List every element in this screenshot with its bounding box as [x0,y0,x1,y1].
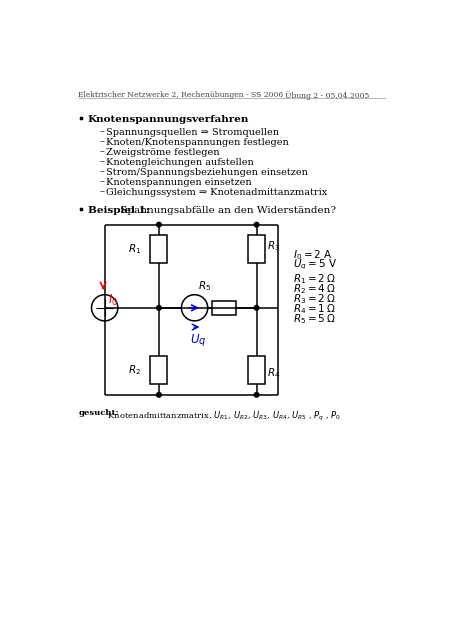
Text: –: – [99,178,104,187]
Text: $R_5$: $R_5$ [198,280,211,293]
Text: –: – [99,127,104,136]
Text: $R_2$: $R_2$ [128,364,141,377]
Text: Elektrischer Netzwerke 2, Rechenübungen - SS 2006: Elektrischer Netzwerke 2, Rechenübungen … [78,91,284,99]
Text: –: – [99,168,104,177]
Text: Übung 2 - 05.04.2005: Übung 2 - 05.04.2005 [285,91,370,100]
Text: $R_3 = 2\,\Omega$: $R_3 = 2\,\Omega$ [293,292,336,306]
Bar [150,236,168,263]
Text: $R_5 = 5\,\Omega$: $R_5 = 5\,\Omega$ [293,312,336,326]
Circle shape [254,392,259,397]
Text: $q$: $q$ [198,336,206,348]
Text: –: – [99,148,104,157]
Text: $R_1$: $R_1$ [128,243,141,256]
Text: $I_0 = 2\ \mathrm{A}$: $I_0 = 2\ \mathrm{A}$ [293,248,333,262]
Text: Knotenspannungen einsetzen: Knotenspannungen einsetzen [106,178,252,187]
Text: $R_2 = 4\,\Omega$: $R_2 = 4\,\Omega$ [293,282,336,296]
Text: Knotenadmittanzmatrix, $U_{R1}$, $U_{R2}$, $U_{R3}$, $U_{R4}$, $U_{R5}$ , $P_q$ : Knotenadmittanzmatrix, $U_{R1}$, $U_{R2}… [106,410,342,422]
Text: Gleichungssystem ⇒ Knotenadmittanzmatrix: Gleichungssystem ⇒ Knotenadmittanzmatrix [106,188,328,196]
Circle shape [157,305,161,310]
Text: $I_0$: $I_0$ [108,293,118,308]
Text: Spannungsabfälle an den Widerständen?: Spannungsabfälle an den Widerständen? [117,206,336,215]
Text: gesucht:: gesucht: [78,410,119,417]
Text: Knotengleichungen aufstellen: Knotengleichungen aufstellen [106,157,254,166]
Text: $R_4 = 1\,\Omega$: $R_4 = 1\,\Omega$ [293,303,336,316]
Text: $U_q = 5\ \mathrm{V}$: $U_q = 5\ \mathrm{V}$ [293,258,337,272]
Text: Spannungsquellen ⇒ Stromquellen: Spannungsquellen ⇒ Stromquellen [106,127,279,136]
Bar [150,356,168,384]
Text: –: – [99,138,104,147]
Circle shape [157,392,161,397]
Text: –: – [99,188,104,196]
Circle shape [157,222,161,227]
Bar [212,301,236,315]
Text: Zweigströme festlegen: Zweigströme festlegen [106,148,220,157]
Text: –: – [99,157,104,166]
Text: Knoten/Knotenspannungen festlegen: Knoten/Knotenspannungen festlegen [106,138,289,147]
Bar [248,356,265,384]
Circle shape [254,222,259,227]
Text: $U$: $U$ [190,333,200,346]
Text: $R_1 = 2\,\Omega$: $R_1 = 2\,\Omega$ [293,273,336,286]
Text: Strom/Spannungsbeziehungen einsetzen: Strom/Spannungsbeziehungen einsetzen [106,168,308,177]
Circle shape [254,305,259,310]
Bar [248,236,265,263]
Text: $R_4$: $R_4$ [267,366,280,380]
Text: Knotenspannungsverfahren: Knotenspannungsverfahren [87,115,249,124]
Text: $R_3$: $R_3$ [267,239,280,253]
Text: Beispiel 1:: Beispiel 1: [87,206,149,215]
